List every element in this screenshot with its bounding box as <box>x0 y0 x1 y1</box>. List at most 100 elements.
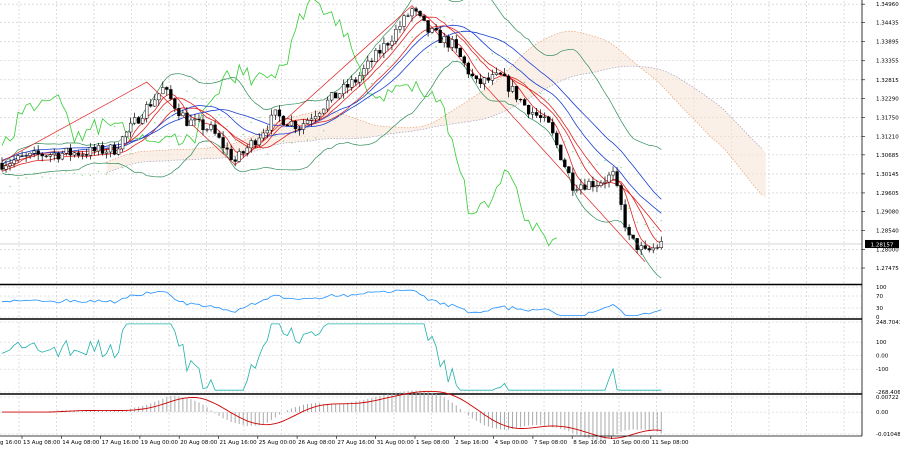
candle-body <box>530 112 535 115</box>
candle-body <box>289 121 294 126</box>
psar-dot <box>306 139 309 141</box>
candle-body <box>281 115 286 126</box>
candle-body <box>559 144 563 161</box>
candle-body <box>32 150 36 154</box>
psar-dot <box>282 140 285 142</box>
time-tick-label: 1 Sep 08:00 <box>416 440 450 446</box>
candle-body <box>128 122 133 133</box>
psar-dot <box>226 125 228 128</box>
psar-dot <box>347 108 349 110</box>
psar-dot <box>298 150 301 153</box>
time-tick-label: g 16:00 <box>0 440 22 446</box>
candle-body <box>607 174 611 183</box>
psar-dot <box>636 221 638 224</box>
candle-body <box>161 87 165 95</box>
candle-body <box>309 118 314 121</box>
time-tick-label: 7 Sep 08:00 <box>534 440 568 446</box>
psar-dot <box>258 116 260 119</box>
time-tick-label: 11 Sep 08:00 <box>652 440 689 446</box>
candle-body <box>551 122 555 134</box>
candle-body <box>217 133 221 138</box>
candle-body <box>285 124 290 126</box>
candle-body <box>108 144 113 153</box>
candle-body <box>394 29 398 42</box>
time-tick-label: 31 Aug 00:00 <box>377 440 415 446</box>
candle-body <box>257 137 261 146</box>
candle-body <box>647 248 651 251</box>
psar-dot <box>162 109 164 111</box>
price-tick-label: 1.33895 <box>876 40 899 46</box>
psar-dot <box>210 104 212 107</box>
candle-body <box>539 115 543 118</box>
osc1-tick-label: 0 <box>876 315 880 321</box>
osc3-bg <box>0 397 863 434</box>
psar-dot <box>371 82 373 85</box>
candle-body <box>659 241 663 248</box>
osc2-tick-label: 0.00 <box>876 354 889 360</box>
candle-body <box>104 151 109 154</box>
candle-body <box>185 112 189 126</box>
candle-body <box>44 155 48 157</box>
price-tick-label: 1.28540 <box>876 228 899 234</box>
candle-body <box>92 146 97 152</box>
psar-dot <box>218 114 220 116</box>
candle-body <box>434 28 438 31</box>
psar-dot <box>363 95 365 97</box>
osc3-tick-label: 0.00 <box>876 410 889 416</box>
candle-body <box>587 181 591 190</box>
osc3-tick-label: -0.01048 <box>876 432 900 438</box>
osc2-line <box>1 323 662 391</box>
price-tick-label: 1.29605 <box>876 191 899 197</box>
price-tick-label: 1.32815 <box>876 78 899 84</box>
candle-body <box>406 15 410 17</box>
time-tick-label: 14 Aug 08:00 <box>62 440 100 446</box>
psar-dot <box>194 97 196 99</box>
psar-dot <box>33 172 35 174</box>
psar-dot <box>556 114 558 116</box>
psar-dot <box>564 141 566 143</box>
psar-dot <box>604 159 606 162</box>
candle-body <box>514 86 519 100</box>
osc1-line <box>1 289 662 316</box>
macd-signal-line <box>2 390 662 439</box>
candle-body <box>193 118 197 121</box>
candle-body <box>470 73 474 77</box>
candle-body <box>269 114 273 131</box>
osc2-tick-label: -268.406 <box>876 390 900 396</box>
candle-body <box>253 140 257 146</box>
psar-dot <box>515 69 518 71</box>
candle-body <box>543 116 547 118</box>
candle-body <box>265 129 269 134</box>
psar-dot <box>548 99 550 101</box>
candle-body <box>631 234 635 239</box>
candle-body <box>410 8 414 17</box>
psar-dot <box>202 98 204 100</box>
psar-dot <box>459 30 461 33</box>
psar-dot <box>121 167 124 169</box>
time-tick-label: 21 Aug 16:00 <box>220 440 258 446</box>
candle-body <box>80 154 85 156</box>
oscillator-panel-1 <box>0 286 863 320</box>
candle-body <box>502 73 507 77</box>
candle-body <box>245 147 249 154</box>
candle-body <box>426 20 430 33</box>
candle-body <box>619 185 623 205</box>
time-tick-label: 4 Sep 00:00 <box>495 440 529 446</box>
candle-body <box>8 163 12 167</box>
psar-dot <box>507 57 510 60</box>
psar-dot <box>49 177 51 179</box>
osc1-tick-label: 100 <box>876 285 887 291</box>
candle-body <box>382 43 386 54</box>
osc2-tick-label: 248.7043 <box>876 320 900 326</box>
candle-body <box>366 60 370 69</box>
candle-body <box>639 245 643 250</box>
osc2-tick-label: 100 <box>876 340 887 346</box>
candle-body <box>338 93 342 99</box>
candle-body <box>555 132 559 146</box>
candle-body <box>498 72 503 75</box>
psar-dot <box>523 81 526 83</box>
candle-body <box>494 72 499 75</box>
candle-body <box>518 99 523 101</box>
candle-body <box>615 171 619 186</box>
psar-dot <box>588 162 590 164</box>
